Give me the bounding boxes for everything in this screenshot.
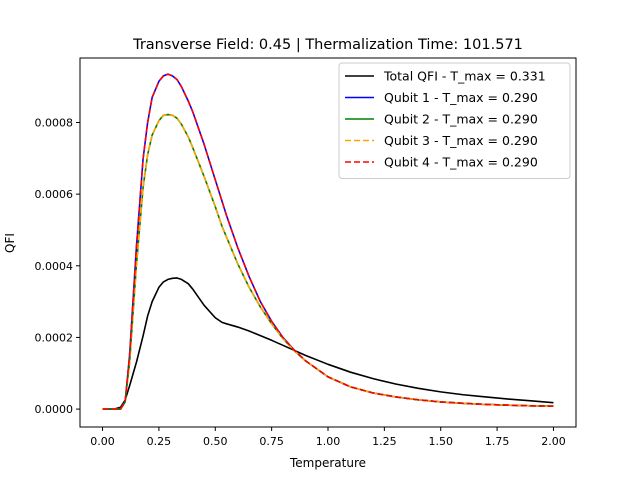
- x-tick-label: 0.75: [259, 435, 284, 448]
- series-line-5: [102, 73, 554, 410]
- x-tick-label: 1.75: [485, 435, 510, 448]
- series-line-1: [102, 277, 554, 410]
- legend-box: [338, 62, 571, 179]
- legend: Total QFI - T_max = 0.331 Qubit 1 - T_max…: [338, 62, 571, 179]
- x-axis-label: Temperature: [289, 456, 366, 470]
- y-tick-label: 0.0000: [35, 403, 74, 416]
- x-tick-label: 1.25: [372, 435, 397, 448]
- y-axis: 0.0000 0.0002 0.0004 0.0006 0.0008: [35, 116, 80, 416]
- legend-label-4: Qubit 3 - T_max = 0.290: [384, 133, 538, 148]
- chart-title: Transverse Field: 0.45 | Thermalization …: [132, 37, 523, 53]
- legend-label-5: Qubit 4 - T_max = 0.290: [384, 155, 538, 170]
- x-tick-label: 1.50: [428, 435, 453, 448]
- x-tick-label: 2.00: [541, 435, 566, 448]
- series-line-4: [102, 113, 554, 410]
- x-tick-label: 1.00: [316, 435, 341, 448]
- y-tick-label: 0.0006: [35, 188, 74, 201]
- legend-label-3: Qubit 2 - T_max = 0.290: [384, 112, 538, 127]
- x-tick-label: 0.00: [90, 435, 115, 448]
- y-tick-label: 0.0008: [35, 116, 74, 129]
- x-tick-label: 0.25: [147, 435, 172, 448]
- x-axis: 0.00 0.25 0.50 0.75 1.00 1.25 1.50 1.75 2.00: [90, 427, 566, 448]
- legend-label-2: Qubit 1 - T_max = 0.290: [384, 90, 538, 105]
- plot-area: [102, 73, 554, 410]
- legend-label-1: Total QFI - T_max = 0.331: [383, 69, 546, 84]
- y-tick-label: 0.0002: [35, 331, 74, 344]
- y-axis-label: QFI: [3, 233, 17, 253]
- y-tick-label: 0.0004: [35, 260, 74, 273]
- x-tick-label: 0.50: [203, 435, 228, 448]
